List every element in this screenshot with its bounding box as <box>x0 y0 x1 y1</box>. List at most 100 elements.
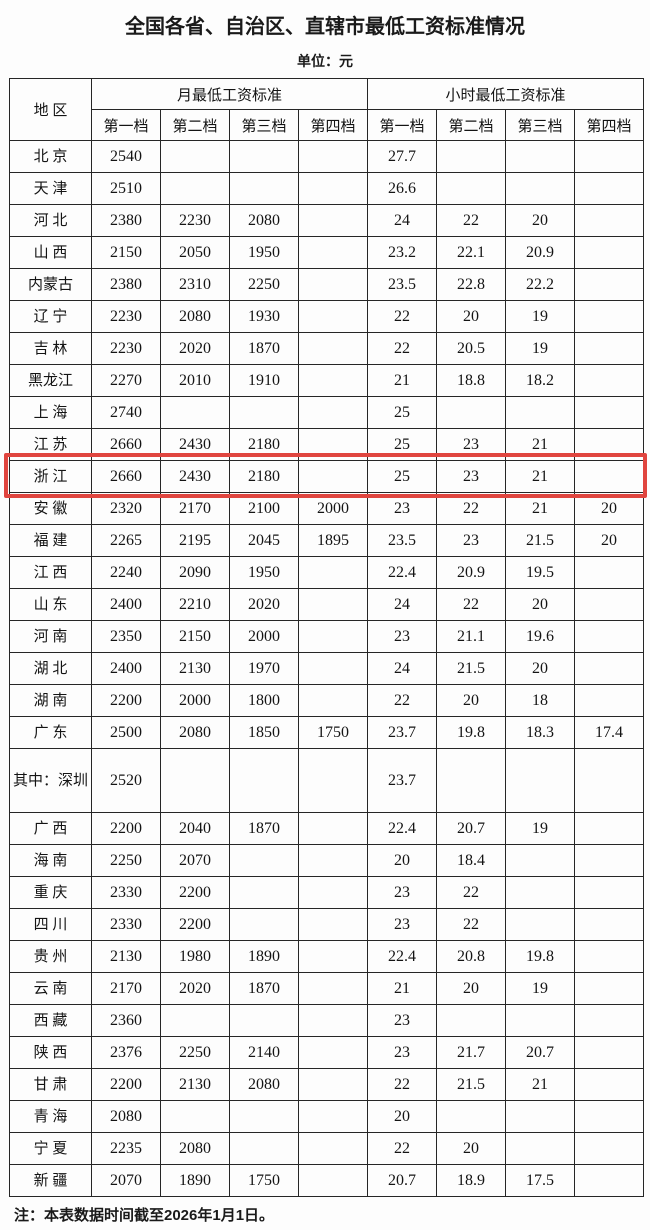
value-cell <box>436 140 507 173</box>
value-cell: 18.8 <box>436 364 507 397</box>
value-cell: 22 <box>436 588 507 621</box>
region-cell: 重 庆 <box>9 876 92 909</box>
value-cell: 18.3 <box>505 716 576 749</box>
value-cell: 20 <box>367 1100 438 1133</box>
value-cell <box>297 684 369 717</box>
value-cell: 1800 <box>229 684 299 717</box>
value-cell <box>574 556 645 589</box>
value-cell <box>297 1132 369 1165</box>
region-cell: 山 东 <box>9 588 92 621</box>
value-cell <box>574 844 645 877</box>
value-cell: 2040 <box>160 812 230 845</box>
table-row: 宁 夏 2235 2080 22 20 <box>9 1132 645 1165</box>
value-cell: 22 <box>367 1068 438 1101</box>
value-cell: 2140 <box>229 1036 299 1069</box>
value-cell: 22 <box>436 492 507 525</box>
table-row: 江 西 2240 2090 1950 22.4 20.9 19.5 <box>9 556 645 589</box>
value-cell: 2250 <box>160 1036 230 1069</box>
value-cell: 2510 <box>91 172 161 205</box>
value-cell: 2200 <box>160 876 230 909</box>
value-cell: 20.8 <box>436 940 507 973</box>
value-cell: 21 <box>505 460 576 493</box>
table-header: 地 区 月最低工资标准 小时最低工资标准 第一档 第二档 第三档 第四档 第一档… <box>9 78 645 141</box>
value-cell <box>574 300 645 333</box>
table-row: 天 津 2510 26.6 <box>9 172 645 205</box>
region-cell: 宁 夏 <box>9 1132 92 1165</box>
value-cell: 20 <box>505 588 576 621</box>
value-cell <box>229 172 299 205</box>
value-cell: 20.7 <box>505 1036 576 1069</box>
value-cell <box>505 1004 576 1037</box>
value-cell: 2200 <box>160 908 230 941</box>
value-cell: 2195 <box>160 524 230 557</box>
value-cell: 2200 <box>91 812 161 845</box>
value-cell: 20 <box>436 300 507 333</box>
value-cell: 17.4 <box>574 716 645 749</box>
value-cell: 23 <box>367 620 438 653</box>
table-row: 广 西 2200 2040 1870 22.4 20.7 19 <box>9 812 645 845</box>
table-row: 山 东 2400 2210 2020 24 22 20 <box>9 588 645 621</box>
value-cell <box>229 1004 299 1037</box>
region-cell: 贵 州 <box>9 940 92 973</box>
region-cell: 江 西 <box>9 556 92 589</box>
value-cell: 18.2 <box>505 364 576 397</box>
value-cell: 2170 <box>91 972 161 1005</box>
value-cell: 25 <box>367 460 438 493</box>
value-cell <box>436 1100 507 1133</box>
value-cell: 17.5 <box>505 1164 576 1197</box>
value-cell: 23 <box>367 1036 438 1069</box>
value-cell: 2000 <box>160 684 230 717</box>
value-cell <box>574 268 645 301</box>
value-cell <box>297 204 369 237</box>
value-cell: 2380 <box>91 268 161 301</box>
value-cell <box>574 652 645 685</box>
value-cell: 23 <box>436 428 507 461</box>
value-cell <box>574 876 645 909</box>
value-cell: 19.5 <box>505 556 576 589</box>
value-cell <box>297 652 369 685</box>
value-cell: 25 <box>367 396 438 429</box>
value-cell: 23 <box>436 524 507 557</box>
value-cell: 19 <box>505 972 576 1005</box>
table-row: 贵 州 2130 1980 1890 22.4 20.8 19.8 <box>9 940 645 973</box>
value-cell: 19 <box>505 300 576 333</box>
table-row: 新 疆 2070 1890 1750 20.7 18.9 17.5 <box>9 1164 645 1197</box>
value-cell: 2380 <box>91 204 161 237</box>
value-cell <box>574 748 645 813</box>
value-cell <box>574 1068 645 1101</box>
region-cell: 吉 林 <box>9 332 92 365</box>
value-cell <box>505 172 576 205</box>
value-cell: 2250 <box>229 268 299 301</box>
value-cell <box>574 172 645 205</box>
value-cell <box>297 1036 369 1069</box>
value-cell: 18.4 <box>436 844 507 877</box>
value-cell: 1750 <box>229 1164 299 1197</box>
value-cell <box>297 1004 369 1037</box>
value-cell: 1950 <box>229 236 299 269</box>
tier-header-row: 第一档 第二档 第三档 第四档 第一档 第二档 第三档 第四档 <box>10 109 645 141</box>
region-cell: 山 西 <box>9 236 92 269</box>
table-row: 海 南 2250 2070 20 18.4 <box>9 844 645 877</box>
value-cell: 2170 <box>160 492 230 525</box>
value-cell: 21.1 <box>436 620 507 653</box>
value-cell <box>160 748 230 813</box>
value-cell: 1930 <box>229 300 299 333</box>
value-cell: 20 <box>505 204 576 237</box>
value-cell: 19.6 <box>505 620 576 653</box>
table-row: 甘 肃 2200 2130 2080 22 21.5 21 <box>9 1068 645 1101</box>
value-cell <box>297 812 369 845</box>
value-cell: 23 <box>367 876 438 909</box>
value-cell <box>505 140 576 173</box>
table-row: 上 海 2740 25 <box>9 396 645 429</box>
value-cell: 2210 <box>160 588 230 621</box>
value-cell: 2430 <box>160 428 230 461</box>
value-cell: 2080 <box>91 1100 161 1133</box>
value-cell <box>574 140 645 173</box>
value-cell: 2130 <box>160 1068 230 1101</box>
table-row: 北 京 2540 27.7 <box>9 140 645 173</box>
value-cell <box>574 204 645 237</box>
table-row: 安 徽 2320 2170 2100 2000 23 22 21 20 <box>9 492 645 525</box>
region-cell: 新 疆 <box>9 1164 92 1197</box>
value-cell: 22.2 <box>505 268 576 301</box>
value-cell <box>297 972 369 1005</box>
